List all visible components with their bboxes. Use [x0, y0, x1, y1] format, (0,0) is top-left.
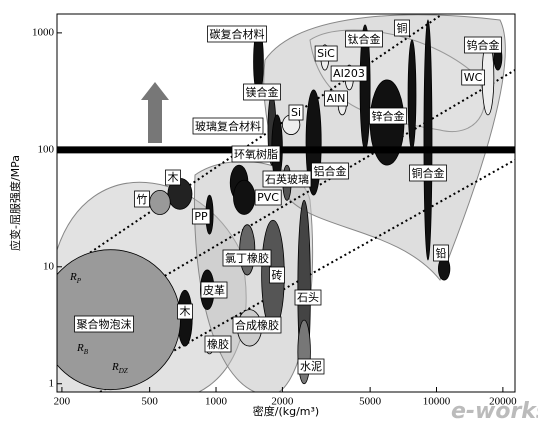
label-box [314, 45, 338, 62]
material-label: 环氧树脂 [234, 147, 278, 161]
guide-subscript: DZ [118, 367, 128, 375]
material-label: 木 [180, 305, 191, 318]
label-box [232, 316, 282, 334]
material-label: 砖 [272, 268, 283, 282]
x-tick-label: 2000 [271, 396, 294, 408]
label-box [222, 249, 272, 267]
label-box [297, 358, 325, 375]
label-box [311, 162, 349, 180]
material-label: 钛合金 [348, 32, 381, 46]
material-label: WC [464, 71, 483, 84]
material-ellipse [233, 179, 256, 215]
guide-symbol: R [69, 271, 77, 283]
material-label: Si [291, 106, 301, 119]
label-box [231, 145, 281, 163]
y-tick-label: 1000 [32, 26, 55, 38]
material-label: 橡胶 [207, 337, 229, 351]
arrow [141, 82, 169, 143]
guide-symbol: R [111, 361, 119, 373]
watermark: e-works [451, 399, 538, 424]
material-ellipse [149, 189, 171, 215]
label-box [207, 25, 267, 43]
label-box [254, 189, 282, 206]
material-ellipse [423, 19, 433, 261]
material-label: 铜合金 [412, 166, 445, 180]
material-label: 玻璃复合材料 [195, 119, 261, 133]
plot-frame [56, 13, 516, 393]
x-tick-label: 1000 [205, 396, 228, 408]
material-label: 碳复合材料 [210, 27, 265, 41]
material-label: 皮革 [203, 283, 225, 297]
label-box [243, 83, 281, 101]
label-box [369, 107, 407, 125]
label-box [433, 244, 449, 262]
label-box [461, 69, 485, 86]
y-axis-label: 应变-屈服强度/MPa [8, 155, 22, 251]
label-box [394, 19, 410, 37]
label-box [288, 104, 304, 121]
material-label: 镁合金 [246, 85, 279, 99]
label-box [134, 190, 150, 208]
label-box [192, 117, 264, 135]
material-label: 木 [168, 171, 179, 184]
y-tick-label: 100 [38, 143, 55, 155]
material-label: 铜 [397, 21, 408, 35]
guide-label: RP [69, 271, 82, 285]
guide-subscript: B [84, 348, 89, 356]
label-box [464, 36, 502, 54]
material-label: PP [194, 210, 208, 223]
label-box [191, 208, 211, 225]
label-box [269, 266, 285, 284]
material-label: 水泥 [300, 360, 322, 373]
x-tick-label: 200 [54, 396, 71, 408]
material-label: 竹 [137, 192, 148, 206]
material-label: AI203 [333, 67, 365, 80]
label-box [294, 289, 322, 306]
material-label: PVC [257, 191, 279, 204]
label-box [324, 90, 348, 107]
label-box [74, 315, 134, 333]
guide-subscript: P [76, 277, 82, 285]
material-label: 铝合金 [314, 164, 347, 178]
x-tick-label: 500 [141, 396, 158, 408]
label-box [165, 169, 181, 186]
guide-label: RDZ [111, 361, 128, 375]
label-box [204, 335, 232, 353]
y-tick-label: 1 [49, 377, 55, 389]
x-tick-label: 5000 [359, 396, 382, 408]
guide-line [99, 159, 515, 392]
material-label: SiC [317, 47, 335, 60]
material-label: AlN [327, 92, 346, 105]
label-box [200, 281, 228, 299]
label-box [262, 170, 312, 188]
material-label: 铅 [436, 246, 447, 260]
label-box [409, 164, 447, 182]
x-tick-label: 10000 [423, 396, 451, 408]
guide-line [57, 14, 441, 276]
material-label: 锌合金 [372, 109, 405, 123]
material-ellipse [407, 39, 417, 151]
label-box [330, 65, 368, 82]
material-label: 钨合金 [467, 38, 500, 52]
material-label: 聚合物泡沫 [77, 317, 132, 331]
material-label: 氯丁橡胶 [225, 251, 269, 265]
x-tick-label: 20000 [489, 396, 517, 408]
label-box [345, 30, 383, 48]
x-axis-label: 密度/(kg/m³) [253, 404, 319, 418]
guide-line [57, 69, 515, 341]
guide-label: RB [76, 342, 89, 356]
y-tick-label: 10 [43, 260, 55, 272]
material-label: 石头 [297, 291, 319, 304]
material-label: 合成橡胶 [235, 318, 279, 332]
material-label: 石英玻璃 [265, 172, 309, 186]
label-box [177, 303, 193, 320]
guide-symbol: R [76, 342, 84, 354]
